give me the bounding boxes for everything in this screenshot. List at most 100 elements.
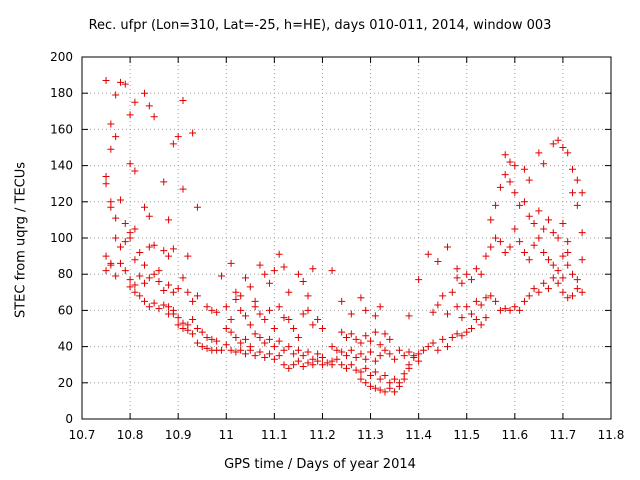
data-point — [352, 366, 360, 374]
data-point — [246, 283, 254, 291]
data-point — [121, 267, 129, 275]
data-point — [381, 372, 389, 380]
data-point — [429, 339, 437, 347]
data-point — [280, 361, 288, 369]
data-point — [439, 335, 447, 343]
data-point — [371, 384, 379, 392]
data-point — [569, 292, 577, 300]
data-point — [362, 332, 370, 340]
data-point — [381, 346, 389, 354]
data-point — [126, 111, 134, 119]
data-point — [443, 310, 451, 318]
x-axis-label: GPS time / Days of year 2014 — [224, 457, 416, 472]
data-point — [208, 335, 216, 343]
data-point — [131, 225, 139, 233]
y-tick-label: 20 — [58, 376, 73, 390]
data-point — [237, 346, 245, 354]
data-point — [338, 348, 346, 356]
data-point — [554, 279, 562, 287]
data-point — [116, 259, 124, 267]
data-point — [357, 350, 365, 358]
data-point — [270, 343, 278, 351]
data-point — [525, 176, 533, 184]
data-point — [492, 234, 500, 242]
data-point — [362, 306, 370, 314]
data-point — [189, 129, 197, 137]
data-point — [391, 388, 399, 396]
data-point — [501, 171, 509, 179]
data-point — [573, 201, 581, 209]
data-point — [160, 247, 168, 255]
data-point — [559, 220, 567, 228]
data-point — [328, 357, 336, 365]
data-point — [564, 294, 572, 302]
data-point — [434, 346, 442, 354]
data-point — [371, 368, 379, 376]
data-point — [203, 303, 211, 311]
data-point — [285, 288, 293, 296]
data-point — [371, 328, 379, 336]
data-point — [410, 352, 418, 360]
data-point — [222, 325, 230, 332]
data-point — [150, 270, 158, 278]
data-point — [150, 241, 158, 249]
data-point — [511, 303, 519, 311]
data-point — [549, 274, 557, 282]
data-point — [443, 343, 451, 351]
data-point — [309, 321, 317, 329]
data-point — [232, 288, 240, 296]
data-point — [165, 252, 173, 260]
data-point — [362, 355, 370, 363]
x-tick-label: 11.2 — [309, 428, 336, 442]
data-point — [280, 314, 288, 322]
data-point — [554, 267, 562, 275]
data-point — [150, 299, 158, 307]
data-point — [102, 267, 110, 275]
data-point — [141, 261, 149, 269]
data-point — [540, 225, 548, 233]
data-point — [232, 348, 240, 356]
data-point — [141, 203, 149, 211]
data-point — [294, 334, 302, 342]
data-point — [487, 243, 495, 251]
x-tick-label: 11.1 — [261, 428, 288, 442]
data-point — [232, 334, 240, 342]
data-points — [102, 77, 586, 396]
data-point — [131, 98, 139, 106]
data-point — [107, 203, 115, 211]
data-point — [131, 167, 139, 175]
data-point — [155, 277, 163, 285]
x-tick-label: 11.5 — [453, 428, 480, 442]
data-point — [371, 357, 379, 365]
data-point — [381, 388, 389, 396]
data-point — [193, 203, 201, 211]
data-point — [237, 292, 245, 300]
data-point — [578, 189, 586, 197]
data-point — [569, 189, 577, 197]
x-tick-label: 11.3 — [357, 428, 384, 442]
data-point — [559, 144, 567, 151]
data-point — [189, 297, 197, 305]
data-point — [544, 256, 552, 264]
data-point — [559, 288, 567, 296]
data-point — [174, 285, 182, 293]
data-point — [227, 315, 235, 323]
y-tick-label: 180 — [50, 86, 73, 100]
y-tick-label: 0 — [65, 412, 73, 426]
data-point — [213, 337, 221, 345]
data-point — [256, 261, 264, 269]
data-point — [275, 303, 283, 311]
x-tick-label: 10.9 — [165, 428, 192, 442]
data-point — [520, 198, 528, 206]
data-point — [314, 350, 322, 358]
data-point — [386, 384, 394, 392]
data-point — [232, 296, 240, 304]
data-point — [251, 330, 259, 338]
data-point — [121, 238, 129, 246]
data-point — [343, 352, 350, 360]
data-point — [126, 234, 134, 242]
data-point — [386, 350, 394, 358]
data-point — [472, 265, 480, 273]
data-point — [448, 288, 456, 296]
data-point — [174, 321, 182, 329]
